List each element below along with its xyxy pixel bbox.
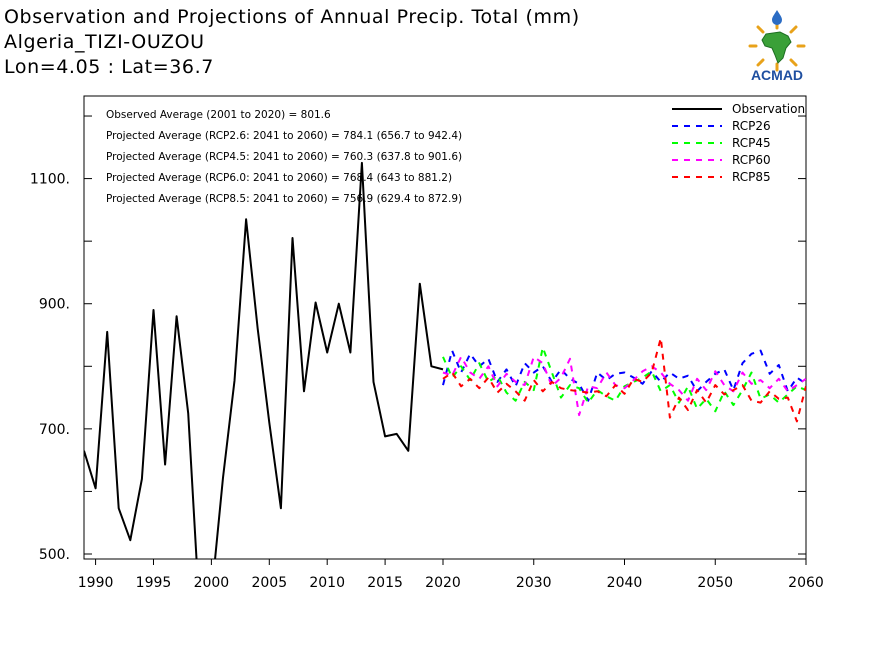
x-tick-label: 1995	[136, 575, 172, 591]
legend-label: RCP85	[732, 170, 771, 184]
annotation-text: Projected Average (RCP4.5: 2041 to 2060)…	[106, 151, 462, 163]
x-tick-label: 2040	[607, 575, 643, 591]
chart-title-line-1: Observation and Projections of Annual Pr…	[4, 6, 580, 28]
plot-frame	[83, 95, 807, 560]
series-line-rcp45	[442, 346, 806, 413]
chart-title-line-2: Algeria_TIZI-OUZOU	[4, 31, 205, 53]
axes: 500. 700. 900. 1100. 1990 1995 2000 2005 2010 201…	[30, 95, 824, 591]
legend-label: Observation	[732, 102, 805, 116]
x-tick-label: 1990	[78, 575, 114, 591]
chart-title-line-3: Lon=4.05 : Lat=36.7	[4, 56, 214, 78]
y-tick-label: 900.	[39, 297, 70, 313]
x-tick-label: 2005	[251, 575, 287, 591]
x-tick-label: 2010	[309, 575, 345, 591]
acmad-logo: ACMAD	[748, 10, 806, 83]
x-tick-label: 2000	[194, 575, 230, 591]
x-tick-label: 2060	[788, 575, 824, 591]
y-tick-label: 1100.	[30, 172, 70, 188]
x-tick-label: 2020	[425, 575, 461, 591]
series-line-rcp85	[442, 337, 806, 423]
series-line-rcp26	[442, 349, 806, 402]
legend-label: RCP45	[732, 136, 771, 150]
annotations: Observed Average (2001 to 2020) = 801.6 P…	[106, 109, 462, 205]
y-tick-label: 500.	[39, 547, 70, 563]
legend: Observation RCP26 RCP45 RCP60 RCP85	[672, 102, 805, 184]
series-line-rcp60	[442, 355, 806, 417]
legend-label: RCP26	[732, 119, 771, 133]
annotation-text: Projected Average (RCP8.5: 2041 to 2060)…	[106, 193, 462, 205]
svg-text:ACMAD: ACMAD	[751, 67, 803, 83]
x-tick-label: 2050	[697, 575, 733, 591]
annotation-text: Projected Average (RCP6.0: 2041 to 2060)…	[106, 172, 452, 184]
y-tick-label: 700.	[39, 422, 70, 438]
x-tick-label: 2030	[516, 575, 552, 591]
series-layer	[84, 161, 806, 559]
annotation-text: Observed Average (2001 to 2020) = 801.6	[106, 109, 331, 121]
legend-label: RCP60	[732, 153, 771, 167]
series-line-observation	[84, 161, 444, 559]
annotation-text: Projected Average (RCP2.6: 2041 to 2060)…	[106, 130, 462, 142]
x-tick-label: 2015	[367, 575, 403, 591]
